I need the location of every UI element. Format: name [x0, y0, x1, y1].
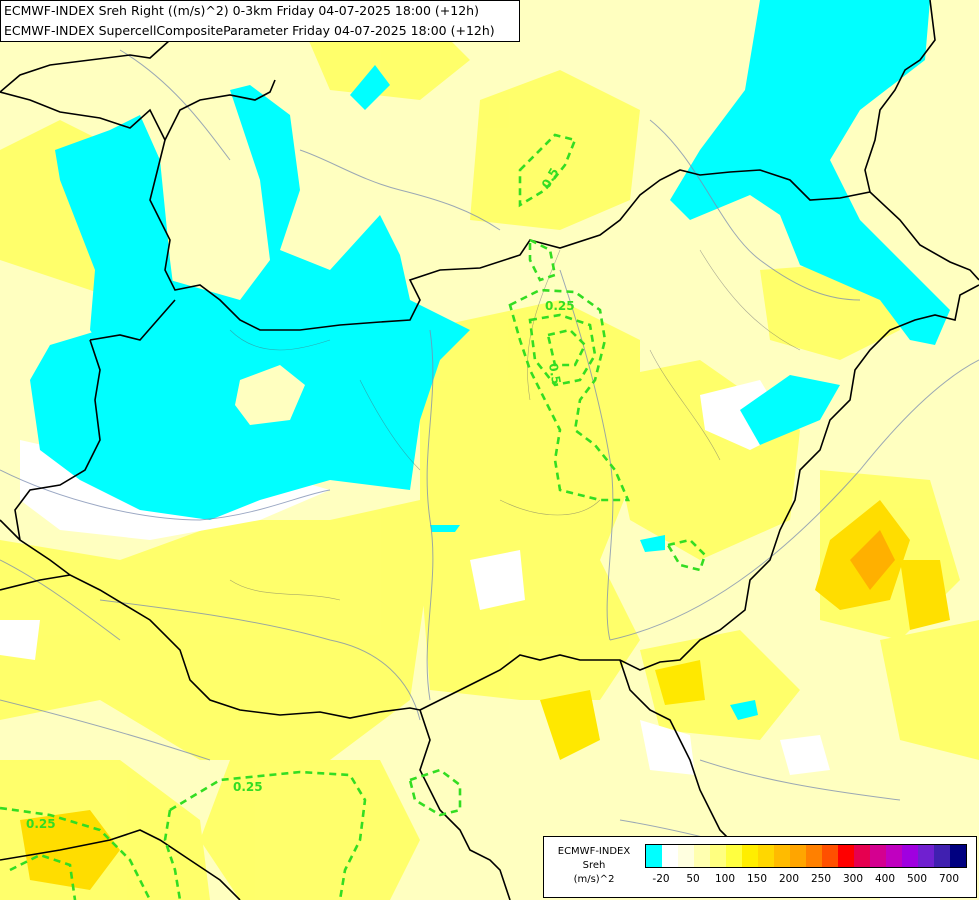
color-legend: ECMWF-INDEX Sreh (m/s)^2 -20 50 100 150 200 2… [543, 836, 977, 898]
legend-swatch [822, 845, 838, 867]
scp-contours [0, 133, 707, 900]
legend-swatches [645, 844, 967, 868]
legend-ticks: -20 50 100 150 200 250 300 400 500 700 [645, 873, 975, 889]
contour-label-south: 0.25 [233, 780, 263, 794]
legend-swatch [710, 845, 726, 867]
legend-tick-label: 400 [874, 873, 896, 885]
contour-label-southwest: 0.25 [26, 817, 56, 831]
map-title-scp: ECMWF-INDEX SupercellCompositeParameter … [4, 23, 495, 38]
sreh-shading-island [235, 365, 305, 425]
legend-swatch [758, 845, 774, 867]
legend-swatch [934, 845, 950, 867]
legend-swatch [774, 845, 790, 867]
contour-label-mid: 0.5 [546, 362, 563, 385]
legend-source: ECMWF-INDEX [557, 846, 631, 857]
legend-swatch [726, 845, 742, 867]
map-title-sreh: ECMWF-INDEX Sreh Right ((m/s)^2) 0-3km F… [4, 3, 479, 18]
legend-swatch [854, 845, 870, 867]
sreh-shading-gold [20, 500, 950, 890]
legend-swatch [902, 845, 918, 867]
legend-tick-label: 700 [938, 873, 960, 885]
legend-unit: (m/s)^2 [573, 874, 615, 885]
legend-tick-label: 50 [686, 873, 700, 885]
legend-tick-label: 500 [906, 873, 928, 885]
legend-swatch [950, 845, 966, 867]
legend-swatch [886, 845, 902, 867]
legend-swatch [870, 845, 886, 867]
contour-label-top: 0.25 [545, 299, 575, 313]
legend-tick-label: 100 [714, 873, 736, 885]
legend-swatch [662, 845, 678, 867]
legend-label: ECMWF-INDEX Sreh (m/s)^2 [546, 845, 642, 887]
legend-swatch [646, 845, 662, 867]
sreh-shading-cyan [30, 0, 950, 720]
legend-swatch [790, 845, 806, 867]
legend-swatch [806, 845, 822, 867]
legend-swatch [918, 845, 934, 867]
rivers [0, 49, 979, 871]
map-title-box: ECMWF-INDEX Sreh Right ((m/s)^2) 0-3km F… [0, 0, 520, 42]
regional-borders [229, 249, 801, 601]
legend-swatch [678, 845, 694, 867]
legend-tick-label: 150 [746, 873, 768, 885]
legend-swatch [742, 845, 758, 867]
legend-tick-label: -20 [652, 873, 670, 885]
legend-field: Sreh [582, 860, 606, 871]
legend-swatch [694, 845, 710, 867]
legend-tick-label: 250 [810, 873, 832, 885]
legend-tick-label: 300 [842, 873, 864, 885]
legend-tick-label: 200 [778, 873, 800, 885]
legend-swatch [838, 845, 854, 867]
